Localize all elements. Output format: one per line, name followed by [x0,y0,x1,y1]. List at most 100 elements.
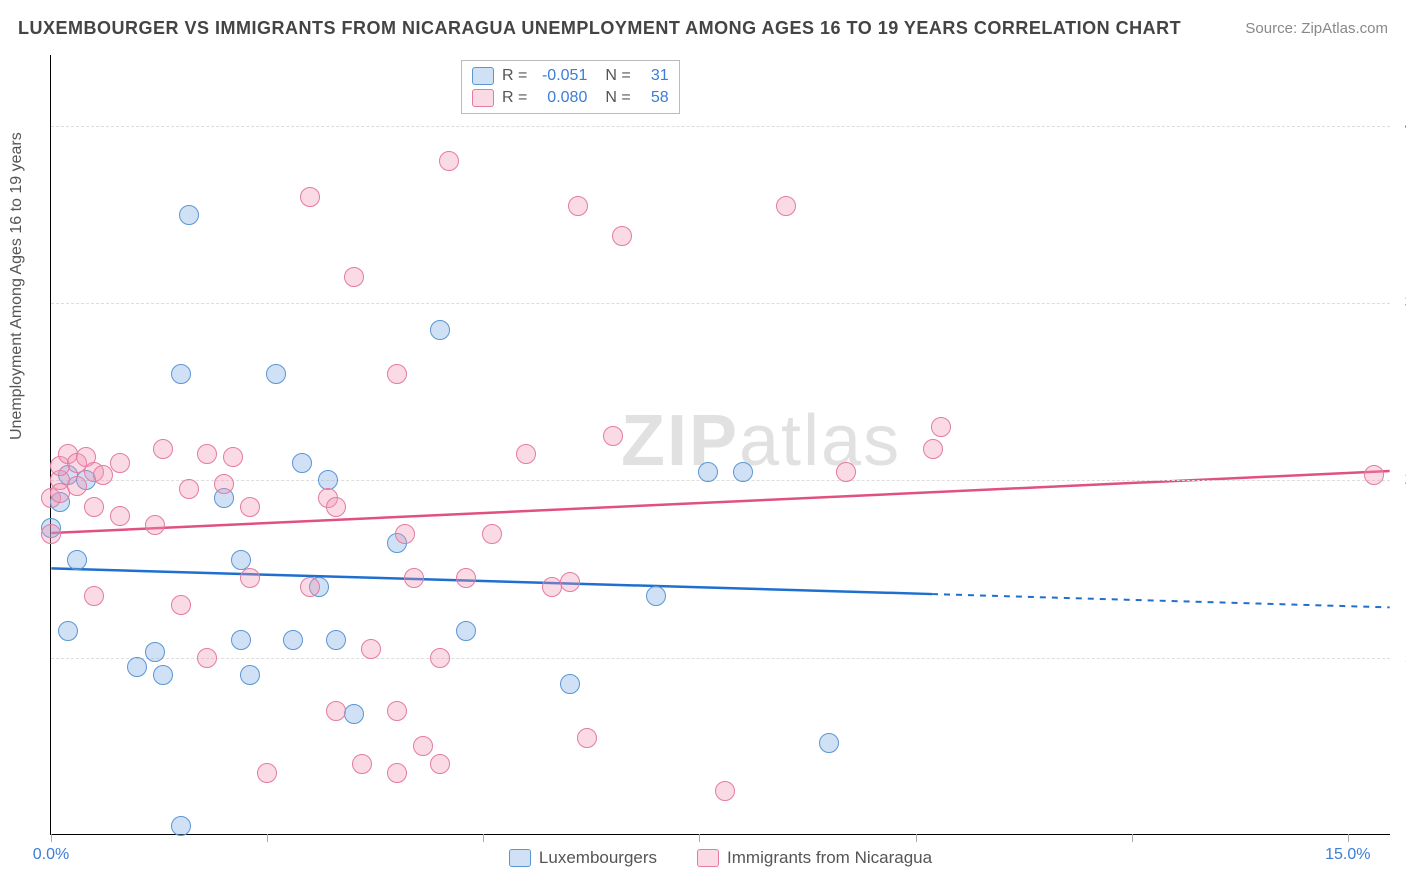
data-point [404,568,424,588]
legend-item-1: Immigrants from Nicaragua [697,848,932,868]
data-point [171,364,191,384]
data-point [110,453,130,473]
xtick [699,834,700,842]
legend-n-label: N = [605,89,630,107]
data-point [612,226,632,246]
data-point [560,674,580,694]
data-point [41,524,61,544]
data-point [231,630,251,650]
legend-bottom: Luxembourgers Immigrants from Nicaragua [51,848,1390,868]
data-point [67,476,87,496]
data-point [603,426,623,446]
xtick [51,834,52,842]
xtick [1132,834,1133,842]
data-point [387,763,407,783]
data-point [145,642,165,662]
data-point [698,462,718,482]
data-point [58,621,78,641]
data-point [387,701,407,721]
xtick [1348,834,1349,842]
data-point [171,816,191,836]
xtick [483,834,484,842]
legend-n-label: N = [605,67,630,85]
legend-r-label: R = [502,89,527,107]
grid-line [51,303,1390,304]
data-point [361,639,381,659]
data-point [344,267,364,287]
plot-area: Luxembourgers Immigrants from Nicaragua … [50,55,1390,835]
data-point [179,479,199,499]
data-point [836,462,856,482]
legend-swatch-0 [509,849,531,867]
data-point [84,497,104,517]
xtick-label: 15.0% [1325,846,1370,864]
trend-lines-svg [51,55,1390,834]
data-point [240,665,260,685]
grid-line [51,658,1390,659]
legend-item-0: Luxembourgers [509,848,657,868]
legend-swatch-icon [472,67,494,85]
source-prefix: Source: [1245,20,1301,37]
data-point [240,497,260,517]
data-point [430,754,450,774]
data-point [145,515,165,535]
data-point [715,781,735,801]
xtick [267,834,268,842]
data-point [153,439,173,459]
data-point [171,595,191,615]
data-point [923,439,943,459]
data-point [93,465,113,485]
data-point [577,728,597,748]
data-point [283,630,303,650]
data-point [326,701,346,721]
data-point [439,151,459,171]
legend-label-1: Immigrants from Nicaragua [727,848,932,868]
trend-line-solid [51,568,932,594]
data-point [214,474,234,494]
data-point [67,550,87,570]
data-point [127,657,147,677]
data-point [733,462,753,482]
source-attribution: Source: ZipAtlas.com [1245,20,1388,37]
data-point [153,665,173,685]
data-point [395,524,415,544]
data-point [430,648,450,668]
data-point [560,572,580,592]
y-axis-label: Unemployment Among Ages 16 to 19 years [8,132,26,440]
xtick [916,834,917,842]
data-point [326,497,346,517]
data-point [568,196,588,216]
data-point [1364,465,1384,485]
data-point [516,444,536,464]
data-point [819,733,839,753]
source-link[interactable]: ZipAtlas.com [1301,20,1388,37]
legend-r-value: 0.080 [535,89,587,107]
chart-title: LUXEMBOURGER VS IMMIGRANTS FROM NICARAGU… [18,18,1181,39]
data-point [266,364,286,384]
data-point [326,630,346,650]
data-point [84,586,104,606]
data-point [257,763,277,783]
data-point [179,205,199,225]
data-point [292,453,312,473]
data-point [931,417,951,437]
data-point [300,577,320,597]
legend-r-value: -0.051 [535,67,587,85]
grid-line [51,126,1390,127]
data-point [300,187,320,207]
legend-n-value: 58 [639,89,669,107]
legend-swatch-icon [472,89,494,107]
data-point [776,196,796,216]
legend-r-label: R = [502,67,527,85]
data-point [223,447,243,467]
grid-line [51,480,1390,481]
data-point [456,568,476,588]
legend-label-0: Luxembourgers [539,848,657,868]
data-point [456,621,476,641]
legend-top-row: R =-0.051N =31 [472,65,669,87]
data-point [646,586,666,606]
data-point [413,736,433,756]
data-point [197,444,217,464]
xtick-label: 0.0% [33,846,69,864]
data-point [240,568,260,588]
